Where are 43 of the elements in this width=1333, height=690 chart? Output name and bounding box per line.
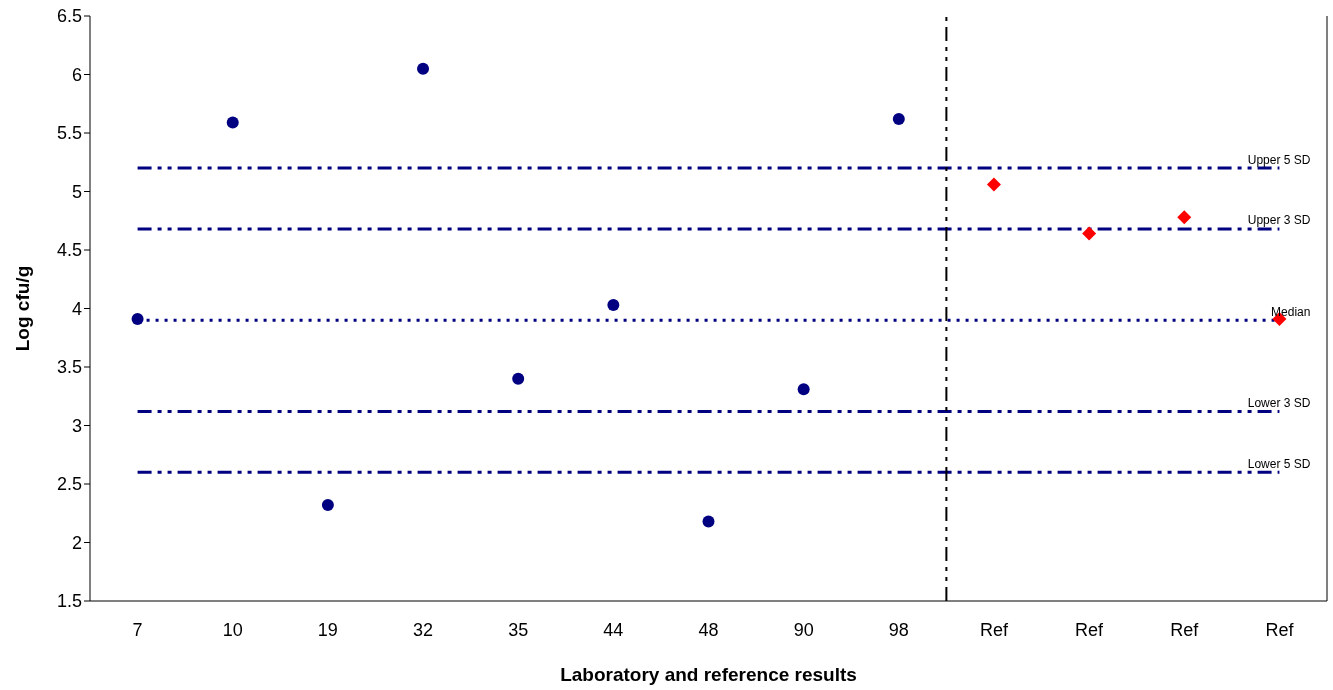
x-tick-label: 90 <box>793 619 814 640</box>
y-tick-label: 6.5 <box>56 6 82 27</box>
x-tick-label: 19 <box>317 619 338 640</box>
point <box>512 372 525 385</box>
ref-line-label: Upper 5 SD <box>1247 152 1311 167</box>
point <box>986 177 1001 192</box>
y-tick-label: 6 <box>71 64 82 85</box>
x-tick-label: Ref <box>1075 619 1105 640</box>
y-tick-label: 2.5 <box>56 474 82 495</box>
y-tick-label: 5 <box>71 181 82 202</box>
y-tick-label: 3 <box>71 415 82 436</box>
y-tick-label: 4 <box>71 298 82 319</box>
x-tick-label: 32 <box>413 619 434 640</box>
y-tick-label: 5.5 <box>56 123 82 144</box>
point <box>607 298 620 311</box>
point <box>321 499 334 512</box>
point <box>1177 210 1192 225</box>
x-tick-label: Ref <box>1265 619 1295 640</box>
point <box>702 515 715 528</box>
ref-line-label: Lower 5 SD <box>1247 456 1311 471</box>
x-tick-label: 44 <box>603 619 624 640</box>
point <box>131 313 144 326</box>
y-tick-label: 1.5 <box>56 591 82 612</box>
x-tick-label: 98 <box>888 619 909 640</box>
y-tick-label: 3.5 <box>56 357 82 378</box>
ref-line-label: Upper 3 SD <box>1247 213 1311 228</box>
point <box>417 62 430 75</box>
point <box>797 383 810 396</box>
y-axis-title: Log cfu/g <box>11 265 33 352</box>
x-tick-label: 10 <box>222 619 243 640</box>
x-tick-label: 48 <box>698 619 719 640</box>
x-tick-label: 35 <box>508 619 529 640</box>
y-tick-label: 4.5 <box>56 240 82 261</box>
point <box>892 112 905 125</box>
ref-line-label: Median <box>1271 304 1311 319</box>
x-tick-label: Ref <box>1170 619 1200 640</box>
y-tick-label: 2 <box>71 532 82 553</box>
point <box>226 116 239 129</box>
x-axis-title: Laboratory and reference results <box>560 664 857 685</box>
point <box>1082 226 1097 241</box>
ref-line-label: Lower 3 SD <box>1247 395 1311 410</box>
x-tick-label: 7 <box>132 619 143 640</box>
x-tick-label: Ref <box>979 619 1009 640</box>
